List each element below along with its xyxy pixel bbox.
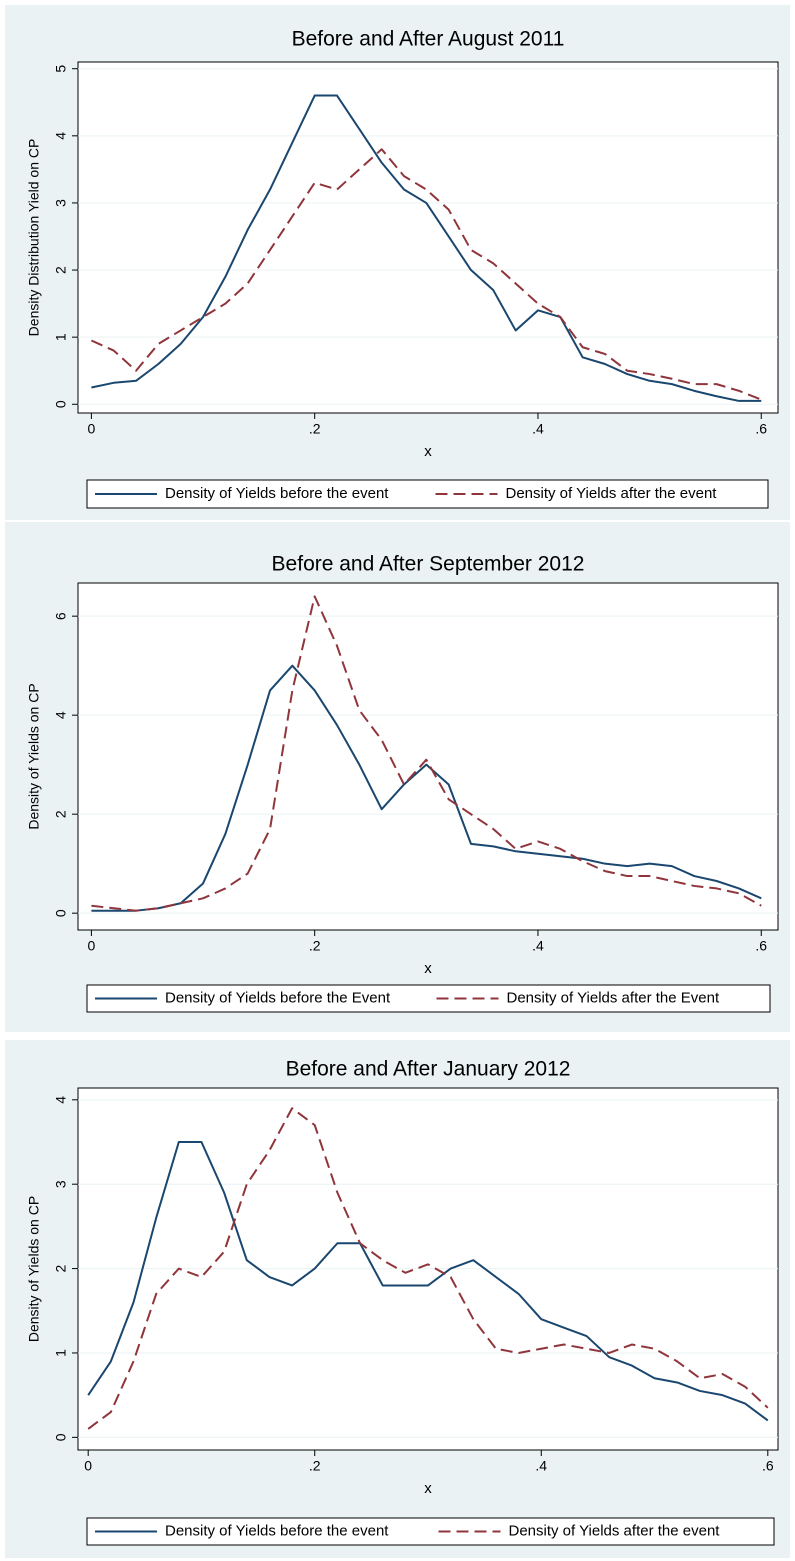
y-tick-label: 4 bbox=[53, 132, 69, 140]
chart-panel: Before and After September 2012 0 2 4 6 0 .2 .4… bbox=[5, 522, 790, 1032]
y-axis-label: Density Distribution Yield on CP bbox=[26, 139, 42, 337]
legend-label: Density of Yields after the event bbox=[506, 485, 718, 502]
x-axis-label: x bbox=[424, 960, 432, 977]
y-axis-label: Density of Yields on CP bbox=[26, 683, 42, 829]
y-axis-label: Density of Yields on CP bbox=[26, 1196, 42, 1342]
legend-label: Density of Yields after the Event bbox=[507, 989, 720, 1006]
series-line bbox=[91, 664, 762, 912]
x-tick-label: .6 bbox=[755, 938, 767, 954]
chart-title: Before and After September 2012 bbox=[272, 553, 585, 576]
chart-title: Before and After August 2011 bbox=[292, 28, 565, 51]
plot-area bbox=[77, 582, 779, 931]
x-tick-label: .6 bbox=[762, 1458, 774, 1474]
y-tick-label: 6 bbox=[53, 612, 69, 620]
chart-panel: Before and After August 2011 0 1 2 3 4 5 0 .2 .4.… bbox=[5, 5, 790, 520]
x-tick-label: .4 bbox=[535, 1458, 547, 1474]
y-tick-label: 1 bbox=[53, 1349, 69, 1357]
series-line bbox=[90, 148, 762, 401]
x-tick-label: 0 bbox=[87, 938, 95, 954]
y-tick-label: 0 bbox=[53, 400, 69, 408]
x-tick-label: .2 bbox=[309, 1458, 321, 1474]
x-tick-label: .6 bbox=[755, 421, 767, 437]
y-tick-label: 2 bbox=[53, 266, 69, 274]
plot-area bbox=[77, 61, 779, 414]
y-tick-label: 1 bbox=[53, 333, 69, 341]
x-tick-label: .2 bbox=[309, 421, 321, 437]
legend-label: Density of Yields before the event bbox=[165, 485, 389, 502]
y-tick-label: 4 bbox=[53, 1096, 69, 1104]
legend-box bbox=[86, 479, 769, 509]
y-tick-label: 3 bbox=[53, 199, 69, 207]
chart-title: Before and After January 2012 bbox=[286, 1058, 571, 1081]
x-tick-label: 0 bbox=[87, 421, 95, 437]
y-tick-label: 0 bbox=[53, 909, 69, 917]
y-tick-label: 5 bbox=[53, 65, 69, 73]
series-line bbox=[87, 1141, 769, 1422]
x-axis-label: x bbox=[424, 1480, 432, 1497]
y-tick-label: 0 bbox=[53, 1433, 69, 1441]
legend-label: Density of Yields before the event bbox=[165, 1522, 389, 1539]
y-tick-label: 2 bbox=[53, 1264, 69, 1272]
x-tick-label: .4 bbox=[532, 421, 544, 437]
legend-box bbox=[86, 1517, 775, 1546]
x-tick-label: .4 bbox=[532, 938, 544, 954]
series-line bbox=[91, 595, 762, 912]
legend-label: Density of Yields after the event bbox=[509, 1522, 721, 1539]
chart-panel: Before and After January 2012 0 1 2 3 4 0 .2 .4.… bbox=[5, 1040, 790, 1558]
x-tick-label: .2 bbox=[309, 938, 321, 954]
x-axis-label: x bbox=[424, 443, 432, 460]
series-line bbox=[91, 94, 762, 402]
y-tick-label: 2 bbox=[53, 810, 69, 818]
x-tick-label: 0 bbox=[84, 1458, 92, 1474]
legend-box bbox=[86, 984, 771, 1013]
legend-label: Density of Yields before the Event bbox=[165, 989, 391, 1006]
y-tick-label: 4 bbox=[53, 711, 69, 719]
series-line bbox=[87, 1107, 769, 1430]
y-tick-label: 3 bbox=[53, 1180, 69, 1188]
